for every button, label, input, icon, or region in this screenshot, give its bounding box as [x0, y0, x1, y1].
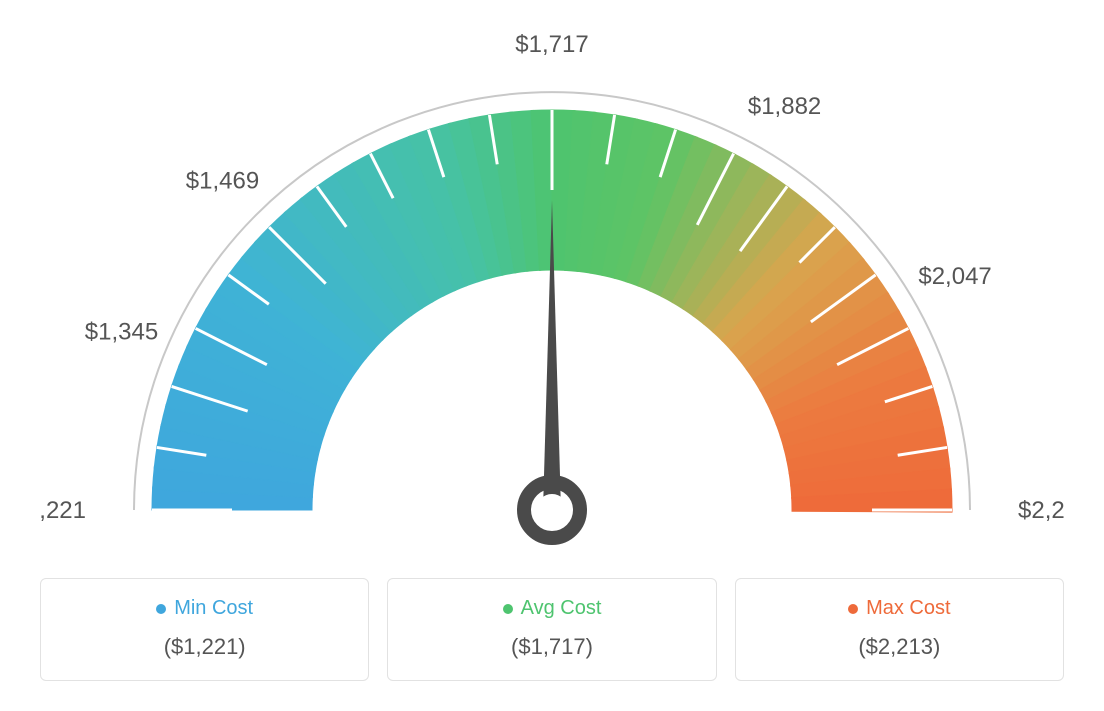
- gauge-pivot-hole: [536, 494, 568, 526]
- tick-label: $1,717: [515, 31, 588, 58]
- tick-label: $1,469: [186, 167, 259, 194]
- legend-title: Max Cost: [848, 597, 950, 620]
- cost-gauge-chart: $1,221 $1,345 $1,469 $1,717 $1,882 $2,047 $2,2…: [40, 30, 1064, 550]
- legend-row: Min Cost ($1,221) Avg Cost ($1,717) Max Cost…: [40, 578, 1064, 681]
- legend-value: ($2,213): [756, 634, 1043, 660]
- legend-value: ($1,221): [61, 634, 348, 660]
- legend-label: Min Cost: [174, 597, 253, 620]
- legend-label: Max Cost: [866, 597, 950, 620]
- legend-card-avg: Avg Cost ($1,717): [387, 578, 716, 681]
- legend-title: Avg Cost: [503, 597, 602, 620]
- legend-label: Avg Cost: [521, 597, 602, 620]
- legend-card-max: Max Cost ($2,213): [735, 578, 1064, 681]
- legend-dot: [503, 604, 513, 614]
- legend-card-min: Min Cost ($1,221): [40, 578, 369, 681]
- tick-label: $1,345: [85, 319, 158, 346]
- legend-dot: [156, 604, 166, 614]
- tick-label: $2,213: [1018, 497, 1064, 524]
- tick-label: $1,882: [748, 93, 821, 120]
- gauge-svg: $1,221 $1,345 $1,469 $1,717 $1,882 $2,047 $2,2…: [40, 30, 1064, 550]
- legend-dot: [848, 604, 858, 614]
- tick-label: $2,047: [918, 263, 991, 290]
- legend-value: ($1,717): [408, 634, 695, 660]
- tick-label: $1,221: [40, 497, 86, 524]
- legend-title: Min Cost: [156, 597, 253, 620]
